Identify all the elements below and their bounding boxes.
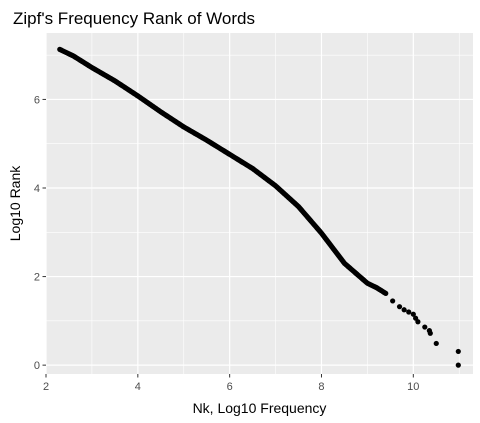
x-axis-ticks: 2 4 6 8 10 bbox=[43, 374, 419, 393]
y-tick-label: 2 bbox=[34, 272, 40, 284]
minor-gridlines bbox=[46, 33, 473, 374]
data-point bbox=[433, 340, 439, 347]
x-axis-title: Nk, Log10 Frequency bbox=[193, 400, 327, 416]
data-point bbox=[401, 307, 407, 313]
y-tick-label: 4 bbox=[34, 183, 40, 195]
data-point bbox=[422, 324, 428, 330]
y-tick-label: 6 bbox=[34, 94, 40, 106]
data-point bbox=[455, 348, 461, 355]
data-point bbox=[415, 319, 421, 325]
y-axis-ticks: 0 2 4 6 bbox=[34, 94, 46, 372]
plot-panel bbox=[46, 33, 473, 374]
data-point bbox=[406, 309, 412, 315]
data-point bbox=[390, 298, 396, 304]
chart-title: Zipf's Frequency Rank of Words bbox=[13, 9, 255, 28]
x-tick-label: 2 bbox=[43, 381, 49, 393]
y-axis-title: Log10 Rank bbox=[7, 165, 23, 242]
data-point bbox=[427, 330, 433, 336]
y-tick-label: 0 bbox=[34, 360, 40, 372]
x-tick-label: 4 bbox=[135, 381, 141, 393]
x-tick-label: 10 bbox=[407, 381, 419, 393]
x-tick-label: 6 bbox=[227, 381, 233, 393]
data-points bbox=[57, 46, 461, 368]
data-point bbox=[410, 311, 416, 317]
data-point bbox=[455, 362, 461, 368]
data-point bbox=[383, 290, 389, 296]
x-tick-label: 8 bbox=[318, 381, 324, 393]
data-point bbox=[396, 304, 403, 310]
